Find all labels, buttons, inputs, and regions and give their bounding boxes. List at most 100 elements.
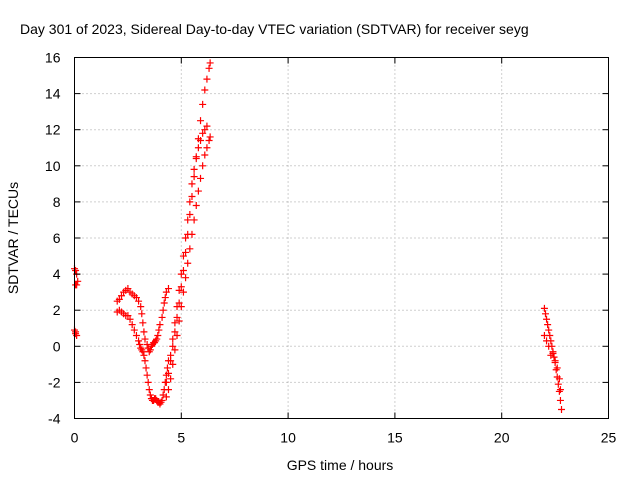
data-point bbox=[144, 378, 152, 386]
data-point bbox=[190, 173, 198, 181]
data-point bbox=[140, 351, 148, 359]
x-tick-label: 5 bbox=[177, 430, 185, 446]
y-tick-label: -2 bbox=[48, 374, 61, 390]
data-point bbox=[162, 378, 170, 386]
data-point bbox=[167, 351, 175, 359]
data-point bbox=[171, 328, 179, 336]
data-point bbox=[188, 230, 196, 238]
data-point bbox=[543, 337, 551, 345]
data-point bbox=[192, 202, 200, 210]
data-point bbox=[161, 294, 169, 302]
data-point bbox=[72, 328, 80, 336]
data-point bbox=[141, 335, 149, 343]
series-rising-trace-b bbox=[162, 133, 214, 401]
series-track-upper bbox=[113, 285, 172, 356]
data-point bbox=[146, 391, 154, 399]
data-point bbox=[169, 342, 177, 350]
data-point bbox=[156, 321, 164, 329]
data-point bbox=[558, 405, 566, 413]
y-axis-label: SDTVAR / TECUs bbox=[5, 182, 21, 294]
data-point bbox=[173, 303, 181, 311]
data-point bbox=[540, 304, 548, 312]
chart-title: Day 301 of 2023, Sidereal Day-to-day VTE… bbox=[20, 21, 529, 37]
data-point bbox=[552, 366, 560, 374]
data-point bbox=[139, 348, 147, 356]
data-point bbox=[556, 386, 564, 394]
data-point bbox=[164, 285, 172, 293]
data-point bbox=[192, 155, 200, 163]
data-point bbox=[194, 144, 202, 152]
data-point bbox=[554, 380, 562, 388]
data-point bbox=[167, 375, 175, 383]
x-tick-label: 20 bbox=[494, 430, 510, 446]
x-tick-label: 15 bbox=[387, 430, 403, 446]
data-point bbox=[146, 346, 154, 354]
data-point bbox=[158, 396, 166, 404]
x-tick-label: 0 bbox=[71, 430, 79, 446]
data-point bbox=[201, 86, 209, 94]
data-point bbox=[179, 266, 187, 274]
data-point bbox=[190, 165, 198, 173]
data-point bbox=[186, 211, 194, 219]
data-point bbox=[135, 297, 143, 305]
data-point bbox=[137, 303, 145, 311]
y-tick-label: 0 bbox=[53, 338, 61, 354]
data-point bbox=[169, 360, 177, 368]
data-point bbox=[199, 100, 207, 108]
data-point bbox=[197, 174, 205, 182]
data-point bbox=[188, 180, 196, 188]
data-point bbox=[545, 342, 553, 350]
data-point bbox=[541, 310, 549, 318]
y-tick-label: 6 bbox=[53, 230, 61, 246]
data-point bbox=[162, 393, 170, 401]
data-point bbox=[182, 248, 190, 256]
data-point bbox=[177, 270, 185, 278]
data-point bbox=[124, 285, 132, 293]
data-point bbox=[555, 387, 563, 395]
data-point bbox=[182, 234, 190, 242]
axis-ticks: 0 5 10 15 20 25 -4 -2 0 2 4 6 8 10 12 14 16 bbox=[45, 50, 617, 446]
data-point bbox=[551, 357, 559, 365]
data-point bbox=[186, 245, 194, 253]
data-point bbox=[136, 340, 144, 348]
data-point bbox=[179, 288, 187, 296]
data-point bbox=[162, 288, 170, 296]
data-point bbox=[555, 375, 563, 383]
data-point bbox=[205, 137, 213, 145]
data-point bbox=[544, 321, 552, 329]
y-tick-label: -4 bbox=[48, 411, 61, 427]
data-point bbox=[74, 277, 82, 285]
data-point bbox=[126, 315, 134, 323]
data-point bbox=[175, 299, 183, 307]
data-point bbox=[179, 252, 187, 260]
data-point bbox=[540, 331, 548, 339]
data-point bbox=[164, 369, 172, 377]
data-point bbox=[201, 151, 209, 159]
x-axis-label: GPS time / hours bbox=[287, 457, 394, 473]
data-point bbox=[115, 295, 123, 303]
y-tick-label: 16 bbox=[45, 50, 61, 66]
y-tick-label: 10 bbox=[45, 158, 61, 174]
data-point bbox=[72, 266, 80, 274]
data-point bbox=[158, 313, 166, 321]
data-point bbox=[203, 144, 211, 152]
data-point bbox=[177, 283, 185, 291]
data-point bbox=[550, 353, 558, 361]
data-point bbox=[206, 59, 214, 67]
data-point bbox=[135, 337, 143, 345]
data-point bbox=[549, 350, 557, 358]
data-point bbox=[171, 346, 179, 354]
y-tick-label: 4 bbox=[53, 266, 61, 282]
grid bbox=[74, 57, 609, 419]
data-point bbox=[169, 335, 177, 343]
data-point bbox=[190, 216, 198, 224]
data-point bbox=[159, 306, 167, 314]
y-tick-label: 2 bbox=[53, 302, 61, 318]
data-point bbox=[159, 391, 167, 399]
series-rising-trace-c bbox=[167, 122, 211, 359]
data-point bbox=[140, 328, 148, 336]
data-point bbox=[194, 187, 202, 195]
data-point bbox=[143, 371, 151, 379]
data-point bbox=[184, 216, 192, 224]
data-point bbox=[206, 133, 214, 141]
